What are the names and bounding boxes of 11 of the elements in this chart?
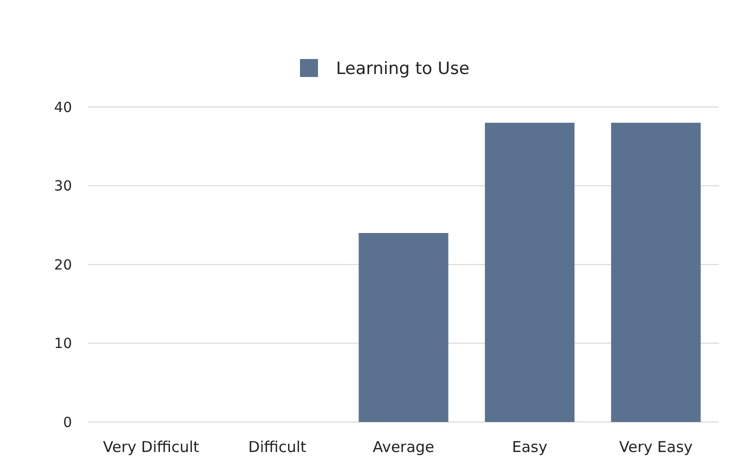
y-tick-label: 30 [54,178,72,195]
y-tick-label: 40 [54,100,72,116]
x-tick-label: Difficult [248,438,306,456]
x-tick-label: Easy [512,438,548,456]
y-tick-label: 20 [54,257,72,274]
x-tick-label: Average [372,438,434,456]
x-tick-label: Very Easy [619,438,693,456]
legend-label: Learning to Use [336,58,470,79]
y-tick-label: 0 [63,414,72,431]
x-tick-label: Very Difficult [103,438,200,456]
y-tick-label: 10 [54,336,72,352]
